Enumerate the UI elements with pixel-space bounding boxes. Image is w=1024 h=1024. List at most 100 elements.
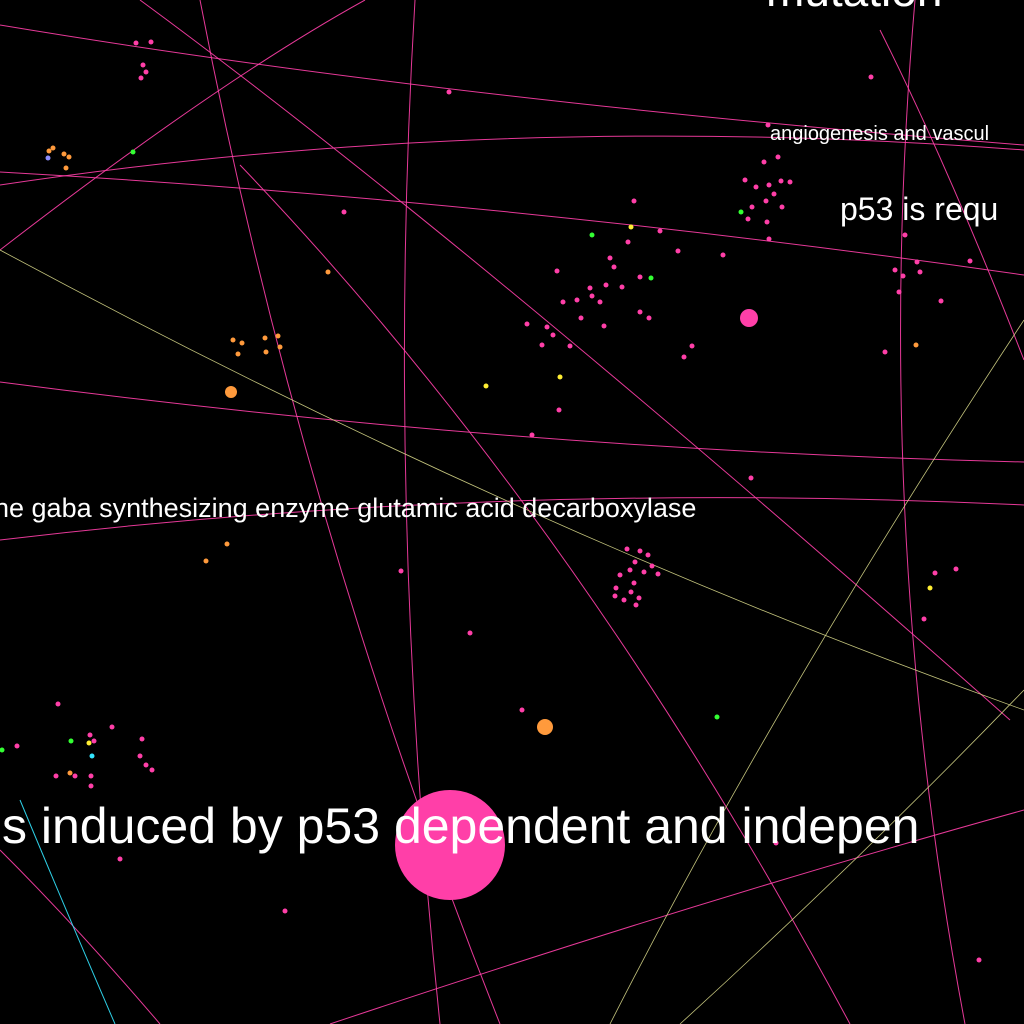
graph-node[interactable] xyxy=(601,323,607,329)
graph-node[interactable] xyxy=(892,267,898,273)
graph-node[interactable] xyxy=(91,738,97,744)
graph-node[interactable] xyxy=(557,374,563,380)
graph-node[interactable] xyxy=(749,204,755,210)
graph-node[interactable] xyxy=(714,714,720,720)
graph-node[interactable] xyxy=(325,269,331,275)
graph-node[interactable] xyxy=(913,342,919,348)
graph-node[interactable] xyxy=(631,580,637,586)
graph-node[interactable] xyxy=(657,228,663,234)
graph-node[interactable] xyxy=(519,707,525,713)
graph-node[interactable] xyxy=(143,762,149,768)
graph-node[interactable] xyxy=(341,209,347,215)
graph-node[interactable] xyxy=(597,299,603,305)
graph-node[interactable] xyxy=(637,309,643,315)
graph-node[interactable] xyxy=(225,386,237,398)
graph-node[interactable] xyxy=(766,182,772,188)
graph-node[interactable] xyxy=(567,343,573,349)
graph-node[interactable] xyxy=(882,349,888,355)
graph-node[interactable] xyxy=(61,151,67,157)
graph-node[interactable] xyxy=(282,908,288,914)
graph-node[interactable] xyxy=(50,145,56,151)
graph-node[interactable] xyxy=(613,585,619,591)
graph-node[interactable] xyxy=(139,736,145,742)
graph-node[interactable] xyxy=(738,209,744,215)
graph-node[interactable] xyxy=(775,154,781,160)
graph-node[interactable] xyxy=(589,293,595,299)
graph-node[interactable] xyxy=(953,566,959,572)
graph-node[interactable] xyxy=(544,324,550,330)
graph-node[interactable] xyxy=(203,558,209,564)
graph-node[interactable] xyxy=(89,753,95,759)
graph-node[interactable] xyxy=(896,289,902,295)
graph-node[interactable] xyxy=(556,407,562,413)
graph-node[interactable] xyxy=(617,572,623,578)
graph-node[interactable] xyxy=(625,239,631,245)
graph-node[interactable] xyxy=(230,337,236,343)
graph-node[interactable] xyxy=(681,354,687,360)
graph-node[interactable] xyxy=(53,773,59,779)
graph-node[interactable] xyxy=(753,184,759,190)
graph-node[interactable] xyxy=(117,856,123,862)
graph-node[interactable] xyxy=(86,740,92,746)
graph-node[interactable] xyxy=(764,219,770,225)
graph-node[interactable] xyxy=(624,546,630,552)
graph-node[interactable] xyxy=(143,69,149,75)
graph-node[interactable] xyxy=(649,563,655,569)
graph-node[interactable] xyxy=(587,285,593,291)
graph-node[interactable] xyxy=(645,552,651,558)
graph-node[interactable] xyxy=(277,344,283,350)
graph-node[interactable] xyxy=(395,790,505,900)
graph-node[interactable] xyxy=(66,154,72,160)
graph-node[interactable] xyxy=(967,258,973,264)
graph-node[interactable] xyxy=(14,743,20,749)
graph-node[interactable] xyxy=(646,315,652,321)
graph-node[interactable] xyxy=(636,595,642,601)
graph-node[interactable] xyxy=(921,616,927,622)
graph-node[interactable] xyxy=(763,198,769,204)
graph-node[interactable] xyxy=(637,274,643,280)
graph-node[interactable] xyxy=(787,179,793,185)
graph-node[interactable] xyxy=(529,432,535,438)
graph-node[interactable] xyxy=(742,177,748,183)
graph-node[interactable] xyxy=(130,149,136,155)
graph-node[interactable] xyxy=(554,268,560,274)
graph-node[interactable] xyxy=(262,335,268,341)
graph-node[interactable] xyxy=(137,753,143,759)
graph-node[interactable] xyxy=(88,783,94,789)
graph-node[interactable] xyxy=(539,342,545,348)
graph-node[interactable] xyxy=(483,383,489,389)
graph-node[interactable] xyxy=(560,299,566,305)
graph-node[interactable] xyxy=(938,298,944,304)
graph-node[interactable] xyxy=(745,216,751,222)
graph-node[interactable] xyxy=(611,264,617,270)
graph-node[interactable] xyxy=(467,630,473,636)
graph-node[interactable] xyxy=(224,541,230,547)
graph-node[interactable] xyxy=(524,321,530,327)
graph-node[interactable] xyxy=(0,747,5,753)
graph-node[interactable] xyxy=(72,773,78,779)
graph-node[interactable] xyxy=(748,475,754,481)
graph-node[interactable] xyxy=(140,62,146,68)
graph-node[interactable] xyxy=(648,275,654,281)
graph-node[interactable] xyxy=(637,548,643,554)
graph-node[interactable] xyxy=(633,602,639,608)
graph-node[interactable] xyxy=(766,236,772,242)
graph-node[interactable] xyxy=(628,224,634,230)
graph-node[interactable] xyxy=(655,571,661,577)
graph-node[interactable] xyxy=(239,340,245,346)
graph-node[interactable] xyxy=(235,351,241,357)
graph-node[interactable] xyxy=(773,840,779,846)
graph-node[interactable] xyxy=(900,273,906,279)
graph-node[interactable] xyxy=(45,155,51,161)
graph-node[interactable] xyxy=(67,770,73,776)
graph-node[interactable] xyxy=(607,255,613,261)
graph-node[interactable] xyxy=(740,309,758,327)
graph-node[interactable] xyxy=(398,568,404,574)
graph-node[interactable] xyxy=(628,589,634,595)
graph-node[interactable] xyxy=(574,297,580,303)
graph-node[interactable] xyxy=(765,122,771,128)
graph-node[interactable] xyxy=(720,252,726,258)
graph-node[interactable] xyxy=(761,159,767,165)
graph-node[interactable] xyxy=(63,165,69,171)
